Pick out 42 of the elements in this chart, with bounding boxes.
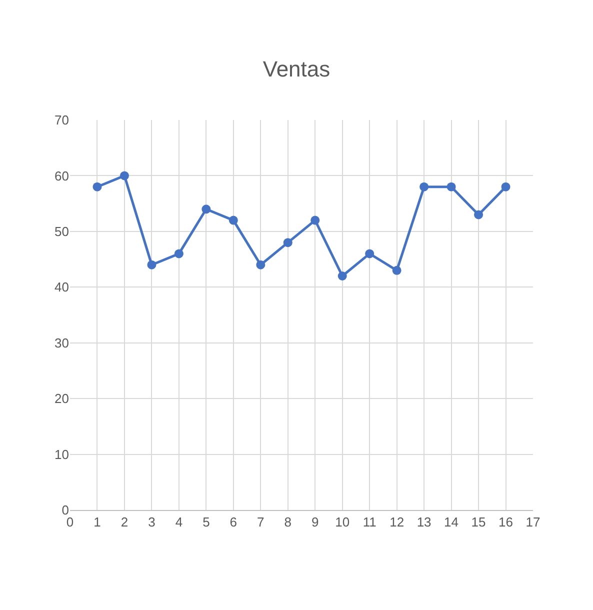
chart-title: Ventas [262,56,330,82]
y-tick-label: 20 [54,391,69,406]
x-tick-label: 17 [526,514,540,530]
x-tick-label: 4 [175,514,183,530]
point [174,249,184,258]
x-tick-label: 2 [120,514,128,530]
point [474,210,484,220]
x-tick-label: 14 [444,514,459,530]
y-tick-label: 60 [54,168,69,184]
x-tick-label: 1 [94,514,101,530]
x-tick-label: 11 [362,514,376,530]
point [501,182,510,192]
x-tick-label: 9 [312,514,319,530]
y-tick-label: 10 [54,446,69,462]
x-tick-label: 16 [498,514,513,530]
x-tick-label: 5 [202,514,210,530]
point [310,216,320,225]
y-tick-label: 50 [54,224,69,239]
point [120,171,129,180]
point [256,260,266,270]
x-tick-label: 10 [335,514,350,530]
y-tick-label: 0 [62,502,69,518]
point [338,272,347,280]
point [420,182,429,192]
point [147,260,156,270]
x-tick-label: 3 [148,514,156,530]
point [228,216,238,225]
x-tick-label: 12 [390,514,404,530]
point [283,238,292,248]
point [92,182,102,192]
point [392,266,402,275]
y-tick-label: 70 [54,112,69,128]
x-tick-label: 13 [416,514,432,530]
point [202,204,211,214]
x-tick-label: 8 [284,514,292,530]
point [365,249,374,258]
x-tick-label: 7 [257,514,264,530]
y-tick-label: 40 [54,280,69,295]
point [446,182,456,192]
y-tick-label: 30 [54,335,69,350]
x-tick-label: 6 [230,514,238,530]
x-tick-label: 15 [471,514,486,530]
